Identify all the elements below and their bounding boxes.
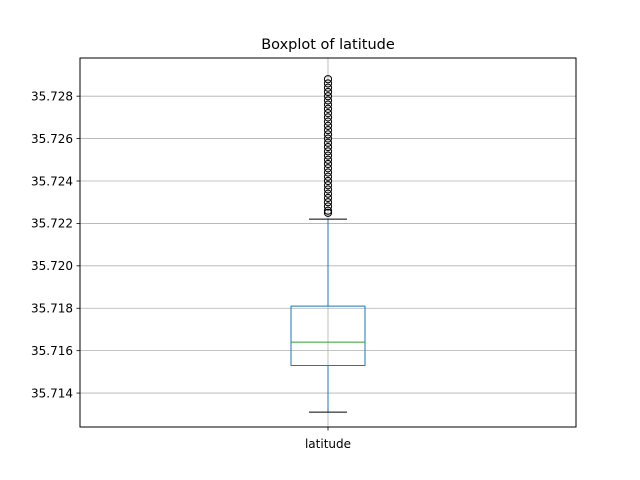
axes: 35.714 35.716 35.718 35.720 35.722 35.724 35.7… (31, 89, 351, 451)
y-tick-label: 35.714 (31, 386, 73, 400)
y-tick-label: 35.722 (31, 217, 73, 231)
outlier-point (323, 151, 333, 160)
outlier-point (323, 87, 333, 97)
outlier-point (323, 104, 333, 113)
outlier-point (323, 109, 333, 118)
outlier-point (323, 181, 333, 190)
outlier-point (323, 138, 333, 147)
y-tick-label: 35.716 (31, 344, 73, 358)
outlier-point (323, 176, 333, 186)
outlier-point (323, 75, 333, 84)
outlier-point (323, 189, 333, 198)
outlier-point (323, 134, 333, 143)
outlier-point (323, 126, 333, 135)
x-tick-label: latitude (305, 437, 351, 451)
plot-area-frame (79, 57, 577, 428)
y-tick-label: 35.724 (31, 174, 73, 188)
outlier-point (323, 155, 333, 164)
outlier-point (323, 147, 333, 156)
outlier-point (323, 113, 333, 122)
outlier-point (323, 83, 333, 92)
outlier-point (323, 117, 333, 126)
outlier-point (323, 130, 333, 139)
y-tick-label: 35.720 (31, 259, 73, 273)
outlier-point (323, 208, 333, 217)
outlier-point (323, 193, 333, 203)
outlier-point (323, 79, 333, 88)
outlier-point (323, 185, 333, 194)
outlier-point (323, 100, 333, 109)
outlier-point (323, 96, 333, 105)
iqr-box (290, 305, 366, 367)
outlier-point (323, 168, 333, 177)
outlier-point (323, 121, 333, 130)
outlier-point (323, 142, 333, 152)
outlier-point (323, 198, 333, 207)
chart-title: Boxplot of latitude (261, 37, 395, 53)
y-tick-label: 35.718 (31, 302, 73, 316)
outlier-point (323, 172, 333, 181)
outlier-point (323, 92, 333, 101)
outlier-point (323, 164, 333, 173)
outlier-point (323, 202, 333, 211)
outlier-point (323, 206, 333, 215)
outlier-point (323, 159, 333, 169)
y-tick-label: 35.726 (31, 132, 73, 146)
box-layer (290, 75, 366, 413)
y-tick-label: 35.728 (31, 89, 73, 103)
